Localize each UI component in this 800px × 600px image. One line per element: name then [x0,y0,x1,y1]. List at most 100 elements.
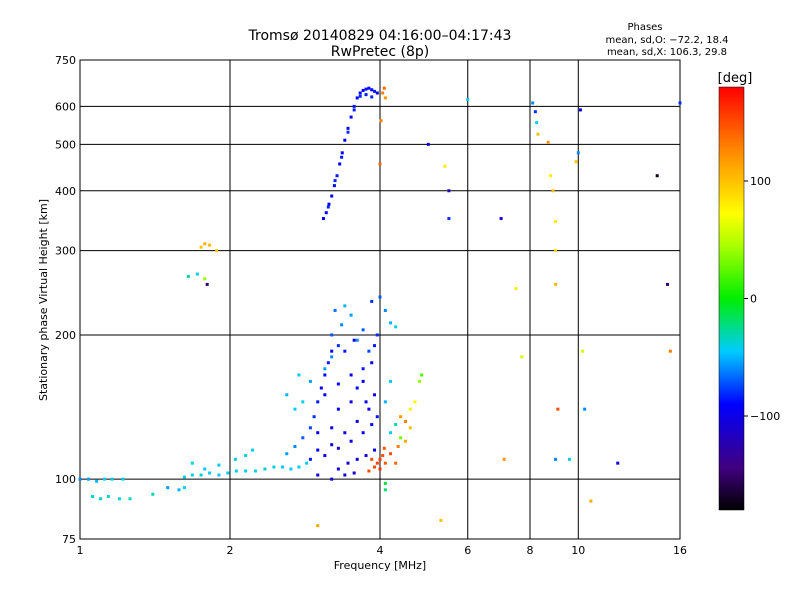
colorbar-tick-label: 100 [750,175,771,188]
colorbar-scale [718,86,745,511]
stats-x: mean, sd,X: 106.3, 29.8 [607,47,727,58]
data-point [439,518,443,522]
data-point [665,282,669,286]
data-point [285,393,289,397]
data-point [373,465,377,469]
data-point [352,338,356,342]
data-point [349,439,353,443]
data-point [208,243,212,247]
data-point [551,189,555,193]
y-tick-label: 100 [55,473,76,486]
data-point [166,486,170,490]
data-point [355,96,359,100]
data-point [361,367,365,371]
data-point [583,407,587,411]
data-point [323,454,327,458]
data-point [308,457,312,461]
data-point [370,361,374,365]
data-point [373,448,377,452]
data-point [403,439,407,443]
data-point [349,115,353,119]
data-point [117,497,121,501]
data-point [326,361,330,365]
colorbar-ticks: 100 0 −100 [744,175,780,423]
data-point [321,217,325,221]
data-point [332,184,336,188]
data-point [293,444,297,448]
data-point [364,87,368,91]
data-point [389,321,393,325]
data-point [199,473,203,477]
data-point [327,202,331,206]
data-point [361,431,365,435]
data-point [413,400,417,404]
data-point [203,467,207,471]
data-point [408,407,412,411]
colorbar-label: [deg] [718,71,753,86]
data-point [308,379,312,383]
data-point [678,101,682,105]
colorbar-tick-label: 0 [750,293,757,306]
stats-title: Phases [627,22,662,33]
data-point [110,477,114,481]
data-point [316,524,320,528]
data-point [244,469,248,473]
x-tick-label: 2 [227,544,234,557]
data-point [370,88,374,92]
data-point [373,393,377,397]
data-point [349,313,353,317]
data-point [263,467,267,471]
data-point [382,446,386,450]
data-point [576,151,580,155]
data-point [514,287,518,291]
chart-title: Tromsø 20140829 04:16:00–04:17:43 [248,28,512,44]
y-tick-label: 500 [55,138,76,151]
data-point [199,245,203,249]
data-point [381,454,385,458]
y-tick-label: 400 [55,185,76,198]
data-point [205,282,209,286]
data-point [244,454,248,458]
y-axis-ticks: 75 100 200 300 400 500 600 750 [55,54,76,546]
data-point [383,488,387,492]
data-point [378,457,382,461]
data-point [616,461,620,465]
colorbar-tick-label: −100 [750,410,780,423]
data-point [338,162,342,166]
data-point [297,373,301,377]
data-point [233,457,237,461]
data-point [349,373,353,377]
data-point [330,349,334,353]
x-tick-label: 1 [77,544,84,557]
x-tick-label: 16 [673,544,687,557]
data-point [352,471,356,475]
data-point [403,419,407,423]
data-point [343,431,347,435]
data-point [182,475,186,479]
data-point [499,217,503,221]
data-point [574,160,578,164]
data-point [668,349,672,353]
data-point [426,142,430,146]
data-point [394,423,398,427]
data-point [655,174,659,178]
data-points [78,86,682,528]
data-point [549,174,553,178]
data-point [330,477,334,481]
data-point [355,338,359,342]
data-point [86,477,90,481]
data-point [333,179,337,183]
data-point [373,89,377,93]
data-point [330,426,334,430]
data-point [177,488,181,492]
data-point [289,467,293,471]
data-point [78,477,82,481]
data-point [420,373,424,377]
data-point [358,94,362,98]
data-point [190,473,194,477]
data-point [323,373,327,377]
data-point [346,126,350,130]
data-point [340,155,344,159]
data-point [91,494,95,498]
data-point [103,477,107,481]
